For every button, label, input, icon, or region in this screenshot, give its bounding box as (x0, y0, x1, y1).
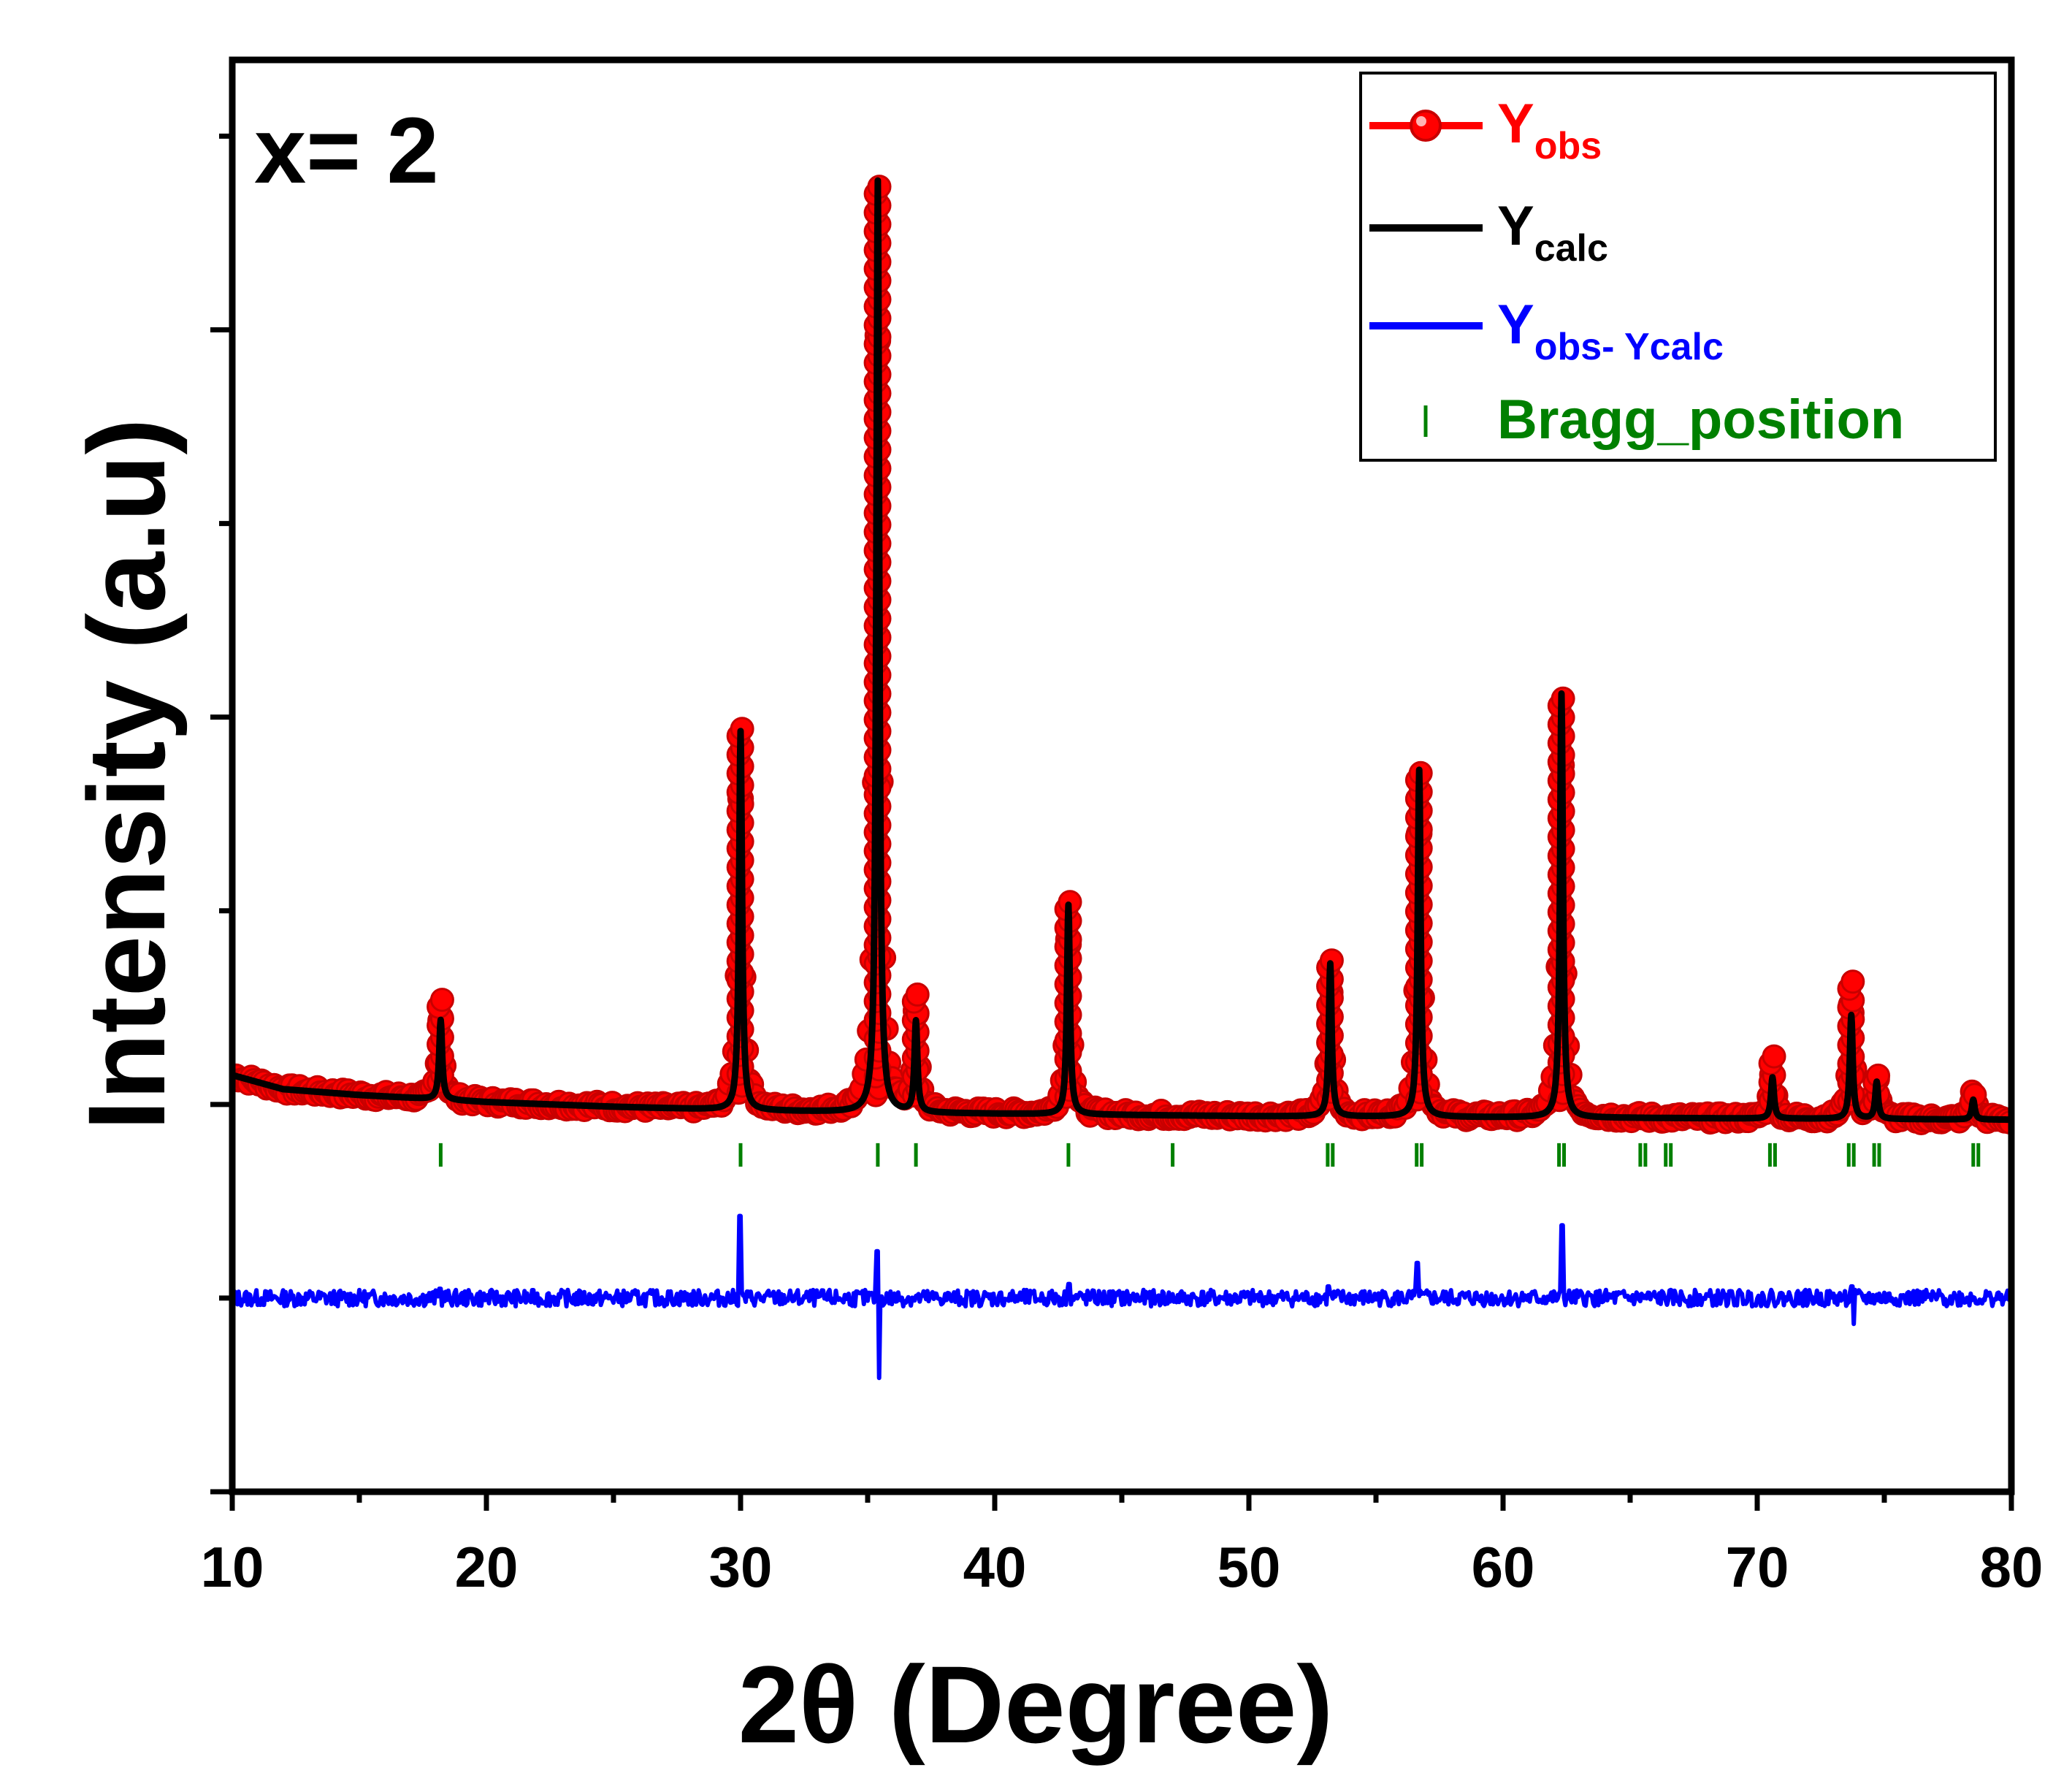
x-axis-title: 2θ (Degree) (738, 1643, 1334, 1766)
legend-bragg-label: Bragg_position (1497, 389, 1904, 451)
x-tick-label: 40 (963, 1535, 1027, 1599)
y-axis-title: Intensity (a.u) (65, 418, 188, 1130)
legend-obs-marker-highlight (1416, 116, 1426, 126)
sample-annotation: x= 2 (254, 99, 439, 203)
observed-point (1840, 969, 1865, 994)
x-tick-label: 30 (709, 1535, 773, 1599)
x-tick-label: 10 (201, 1535, 264, 1599)
x-tick-label: 20 (455, 1535, 519, 1599)
observed-point (429, 988, 454, 1013)
legend: Yobs Ycalc Yobs- Ycalc Bragg_position (1359, 72, 1997, 462)
observed-point (1762, 1044, 1786, 1069)
x-tick-label: 50 (1217, 1535, 1281, 1599)
legend-obs-marker (1410, 110, 1442, 142)
x-tick-label: 70 (1726, 1535, 1789, 1599)
observed-point (905, 982, 930, 1007)
x-tick-label: 60 (1472, 1535, 1535, 1599)
x-tick-label: 80 (1980, 1535, 2044, 1599)
